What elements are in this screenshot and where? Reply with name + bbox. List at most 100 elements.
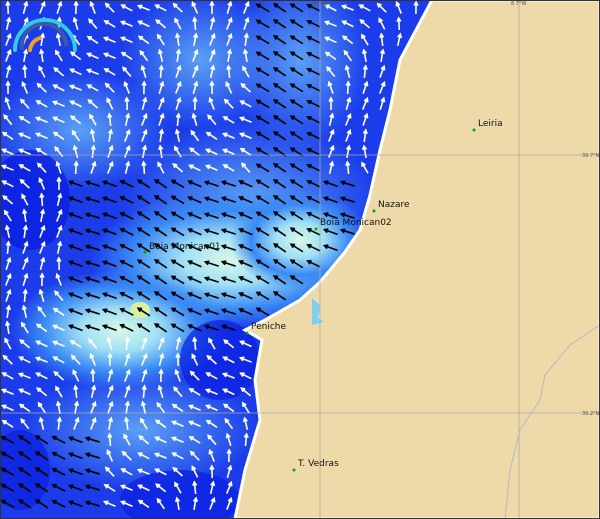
wind-arrow [119, 36, 133, 44]
wind-arrow [84, 452, 100, 459]
wind-arrow [56, 208, 63, 222]
wind-arrow [22, 64, 28, 79]
wind-arrow [395, 0, 402, 14]
wind-arrow [140, 112, 148, 126]
wind-arrow [67, 484, 83, 492]
wind-arrow [306, 131, 321, 140]
wind-arrow [35, 372, 48, 380]
wind-arrow [101, 276, 117, 284]
wind-arrow [289, 83, 304, 93]
wind-arrow [136, 211, 151, 221]
wind-arrow [137, 35, 150, 45]
wind-arrow [17, 451, 32, 461]
wind-arrow [191, 353, 199, 366]
wind-arrow [140, 352, 148, 366]
wind-arrow [359, 18, 371, 29]
wind-arrow [187, 292, 202, 300]
wind-arrow [69, 68, 82, 76]
wind-arrow [272, 275, 287, 285]
wind-arrow [322, 180, 338, 188]
wind-arrow [190, 129, 200, 142]
wind-arrow [4, 96, 11, 110]
wind-arrow [121, 66, 132, 78]
wind-arrow [189, 370, 200, 381]
wind-arrow [90, 144, 96, 159]
wind-arrow [119, 179, 134, 188]
buoy-monican01[interactable]: Boia Monican01 [143, 242, 221, 254]
wind-arrow [203, 228, 219, 235]
place-peniche[interactable]: Peniche [245, 322, 287, 335]
wind-arrow [22, 240, 29, 254]
wind-arrow [157, 384, 164, 398]
wind-arrow [306, 99, 321, 108]
wind-arrow [361, 96, 369, 110]
wind-arrow [170, 259, 185, 269]
wind-arrow [141, 128, 148, 142]
wind-arrow [20, 417, 30, 430]
wind-arrow [137, 20, 150, 28]
wind-arrow [272, 291, 287, 301]
wind-arrow [204, 148, 218, 156]
wind-arrow [340, 4, 354, 11]
wind-arrow [89, 352, 96, 366]
wind-arrow [20, 321, 29, 334]
wind-arrow [21, 193, 29, 206]
wind-arrow [272, 163, 287, 173]
wind-arrow [209, 496, 216, 510]
wind-arrow [121, 450, 132, 461]
wind-arrow [187, 324, 202, 332]
wind-arrow [255, 19, 270, 29]
wind-arrow [222, 164, 235, 172]
wind-arrow [192, 32, 199, 47]
buoy-monican02[interactable]: Boia Monican02 [314, 218, 392, 231]
wind-arrow [322, 244, 338, 252]
wind-arrow [2, 195, 14, 205]
wind-arrow [67, 244, 83, 252]
wind-arrow [326, 66, 336, 78]
wind-arrow [85, 52, 99, 60]
wind-arrow [36, 82, 47, 93]
wind-arrow [187, 260, 202, 268]
wind-arrow [119, 500, 133, 508]
wind-arrow [90, 384, 97, 399]
wind-arrow [289, 227, 304, 237]
wind-arrow [154, 419, 167, 429]
wind-arrow [192, 48, 199, 62]
wind-arrow [289, 147, 304, 157]
wind-arrow [192, 496, 199, 511]
wind-arrow [173, 386, 183, 398]
wind-arrow [18, 356, 31, 364]
wind-arrow [154, 436, 167, 444]
wind-arrow [67, 292, 83, 300]
wind-arrow [328, 144, 335, 158]
wind-arrow [106, 160, 114, 174]
wind-arrow [34, 499, 49, 509]
wind-arrow [191, 64, 199, 78]
wind-arrow [345, 144, 352, 159]
wind-arrow [322, 212, 338, 220]
wind-arrow [255, 131, 270, 141]
wind-arrow [107, 352, 113, 367]
wind-arrow [158, 64, 164, 79]
wind-arrow [306, 163, 321, 172]
place-leiria[interactable]: Leiria [472, 119, 503, 132]
wind-arrow [378, 80, 386, 94]
place-nazare[interactable]: Nazare [372, 200, 410, 213]
wind-arrow [153, 195, 168, 205]
wind-arrow [39, 32, 46, 47]
wind-arrow [203, 292, 219, 299]
place-t-vedras[interactable]: T. Vedras [292, 459, 340, 472]
wind-arrow [4, 337, 12, 350]
wind-arrow [56, 416, 62, 431]
wind-arrow [55, 272, 62, 286]
wind-arrow [84, 212, 100, 219]
wind-arrow [120, 4, 133, 12]
wind-arrow [5, 16, 12, 31]
wind-arrow [209, 464, 215, 479]
wind-arrow [141, 144, 148, 159]
wind-arrow [84, 308, 100, 315]
wind-arrow [328, 96, 334, 111]
wind-arrow [19, 178, 30, 189]
